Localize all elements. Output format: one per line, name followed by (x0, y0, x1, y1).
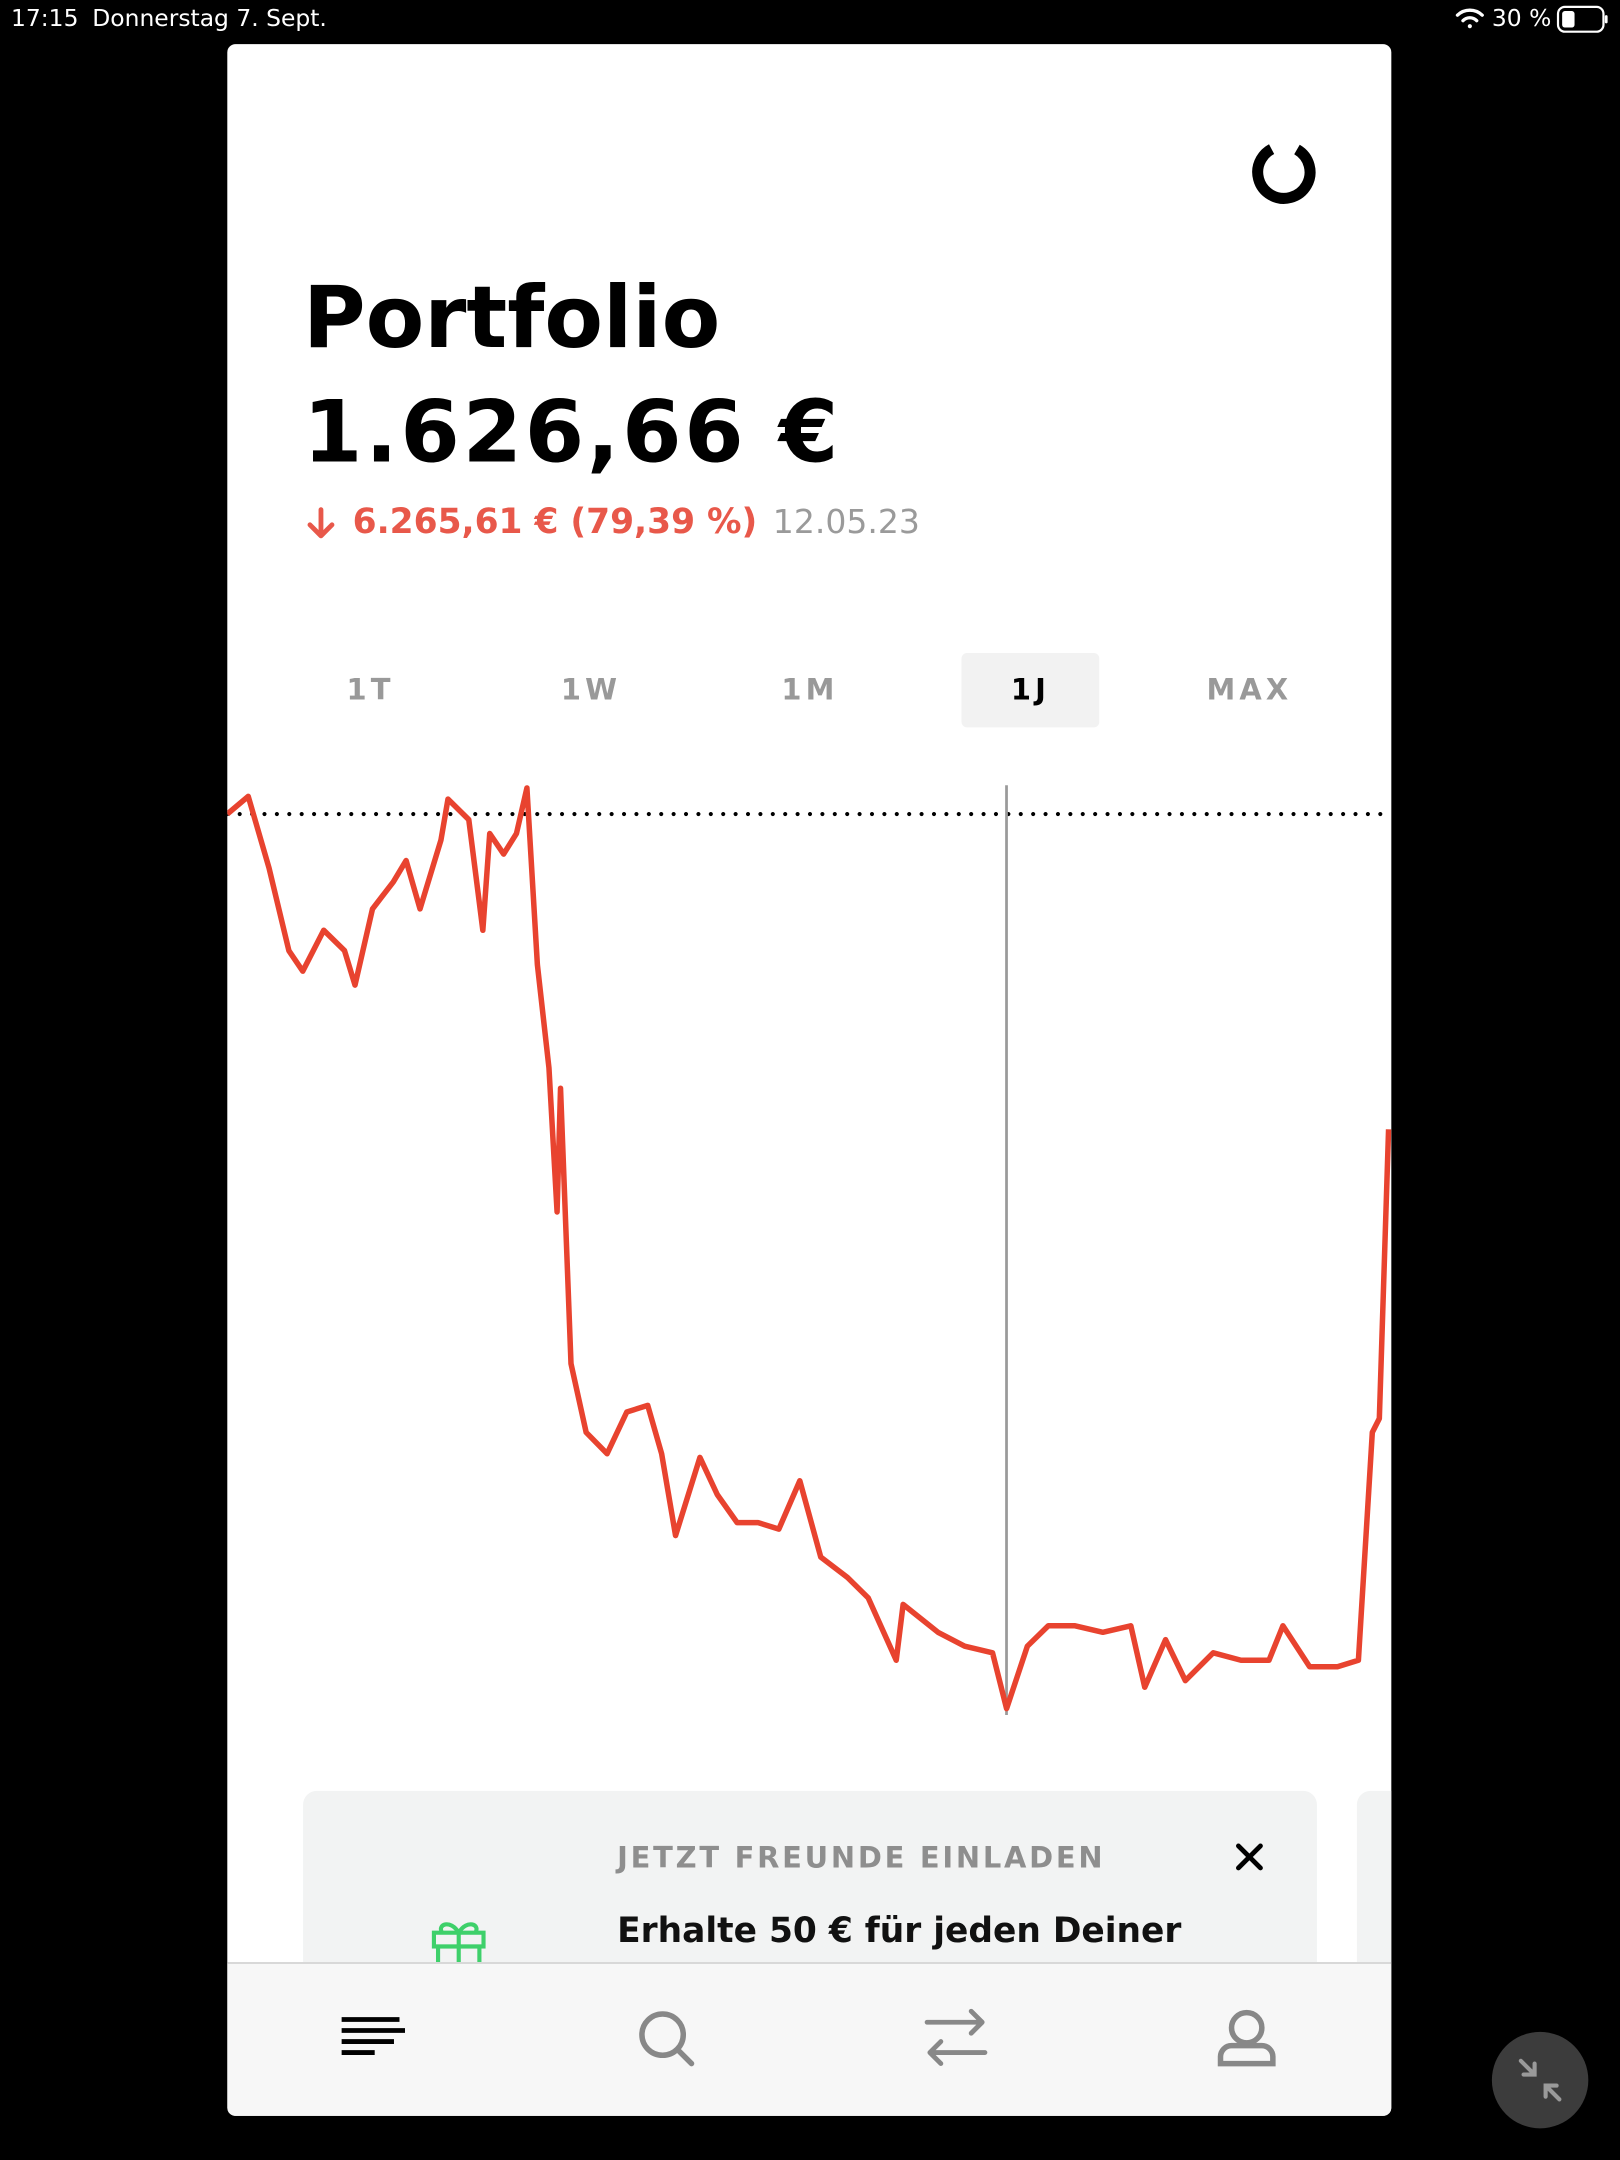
down-arrow (307, 507, 335, 539)
promo-heading: JETZT FREUNDE EINLADEN (615, 1841, 1105, 1875)
range-tab[interactable]: 1W (561, 673, 621, 707)
status-date: Donnerstag 7. Sept. (92, 4, 327, 32)
nav-profile[interactable] (1217, 2009, 1276, 2067)
status-time: 17:15 (11, 4, 78, 32)
tab-selected-bg (961, 652, 1100, 728)
nav-portfolio[interactable] (341, 2017, 405, 2055)
portfolio-value: 1.626,66 € (303, 383, 841, 482)
minimize-button[interactable] (1491, 2031, 1589, 2129)
gift-icon (431, 1922, 486, 1964)
change-since-date: 12.05.23 (773, 502, 920, 541)
status-battery: 30 % (1492, 4, 1551, 32)
nav-transactions[interactable] (924, 2008, 988, 2066)
close-button[interactable] (1236, 1843, 1263, 1871)
battery-icon (1556, 5, 1608, 33)
next-promo-card[interactable] (1356, 1790, 1440, 2067)
promo-card[interactable] (303, 1790, 1317, 2067)
app-card (227, 44, 1392, 2116)
range-tab[interactable]: 1T (347, 673, 395, 707)
tab-bar (227, 1963, 1392, 2116)
promo-text: Erhalte 50 € für jeden Deiner (617, 1911, 1181, 1951)
range-tab[interactable]: 1M (781, 673, 838, 707)
range-tab[interactable]: 1J (1011, 673, 1050, 707)
nav-search[interactable] (639, 2011, 695, 2067)
portfolio-title: Portfolio (303, 269, 720, 368)
wifi-icon (1455, 8, 1484, 29)
portfolio-change: 6.265,61 € (79,39 %) (353, 502, 758, 542)
portfolio-line (227, 785, 1392, 1712)
range-tab[interactable]: MAX (1207, 673, 1293, 707)
